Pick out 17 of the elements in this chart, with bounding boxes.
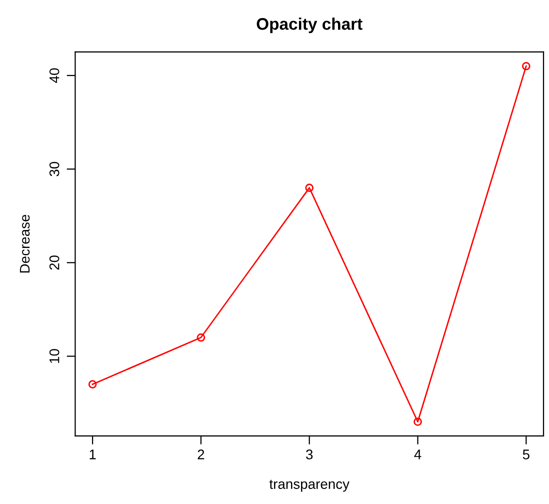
x-tick-label: 4 [414,450,422,460]
x-tick-label: 1 [90,450,96,460]
point [414,418,422,426]
y-axis-title: Decrease [20,214,30,273]
y-tick-label: 20 [49,255,60,270]
point [196,333,206,342]
x-tick-label: 3 [306,450,313,460]
chart-title: Opacity chart [256,18,362,34]
y-tick-label: 10 [49,349,60,363]
x-tick-label: 5 [522,450,530,460]
x-axis-title: transparency [269,480,350,492]
x-tick-label: 2 [198,450,204,460]
point [88,380,97,388]
point [522,62,530,70]
y-tick-label: 40 [49,68,60,83]
y-tick-label: 30 [49,162,60,176]
point [305,184,314,192]
